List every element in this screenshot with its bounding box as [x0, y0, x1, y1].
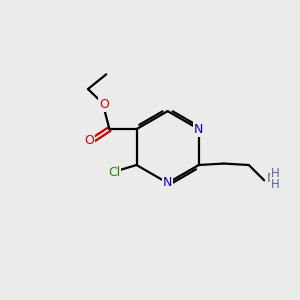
Text: Cl: Cl	[108, 167, 120, 179]
Text: H: H	[271, 178, 280, 191]
Text: O: O	[99, 98, 109, 111]
Text: N: N	[163, 176, 172, 190]
Text: O: O	[85, 134, 94, 147]
Text: N: N	[266, 172, 276, 185]
Text: H: H	[271, 167, 280, 180]
Text: N: N	[194, 123, 203, 136]
